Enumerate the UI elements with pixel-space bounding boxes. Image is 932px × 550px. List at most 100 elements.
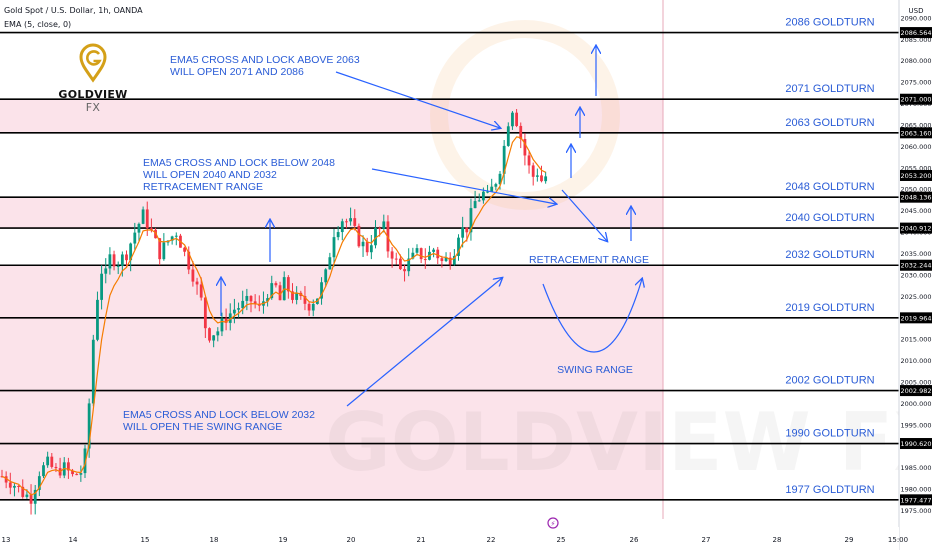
price-tick-label: 2045.000 (900, 207, 931, 215)
candle-down (419, 248, 423, 260)
candle-down (390, 251, 394, 259)
price-tag-box (900, 127, 932, 139)
candle-down (519, 125, 523, 139)
candle-down (378, 228, 382, 230)
candle-down (249, 295, 253, 302)
candle-up (228, 313, 232, 323)
candle-up (137, 223, 141, 233)
candle-down (191, 269, 195, 282)
annotation-text: WILL OPEN 2071 AND 2086 (170, 66, 304, 78)
candle-down (274, 283, 278, 286)
candle-down (253, 301, 257, 305)
price-tag-label: 2002.982 (900, 387, 931, 395)
candle-down (183, 247, 186, 252)
time-tick-label: 27 (702, 536, 711, 544)
time-axis-background (0, 527, 899, 550)
candle-up (486, 191, 489, 193)
candle-up (96, 299, 99, 340)
candle-up (270, 283, 274, 299)
candle-up (477, 200, 481, 202)
price-tag-box (900, 385, 932, 397)
candle-down (291, 291, 294, 300)
candle-up (324, 269, 328, 283)
goldview-logo-text: GOLDVIEW FX (56, 88, 130, 114)
candle-up (361, 241, 365, 247)
candle-down (423, 259, 427, 261)
candle-up (311, 303, 315, 311)
pink-zone (0, 265, 663, 500)
goldturn-label: 1990 GOLDTURN (785, 428, 874, 440)
candle-up (340, 221, 344, 233)
price-tick-label: 2060.000 (900, 143, 931, 151)
candle-down (50, 456, 54, 467)
candle-down (307, 303, 311, 311)
candle-down (187, 251, 191, 270)
candle-up (452, 255, 456, 265)
candle-down (278, 285, 282, 301)
price-tick-label: 2000.000 (900, 400, 931, 408)
candle-down (531, 165, 535, 177)
price-tick-label: 2075.000 (900, 79, 931, 87)
candle-down (399, 258, 402, 270)
candle-up (91, 339, 95, 404)
time-tick-label: 19 (279, 536, 288, 544)
candle-up (544, 176, 548, 182)
annotation-text: WILL OPEN THE SWING RANGE (123, 421, 282, 433)
goldturn-label: 2019 GOLDTURN (785, 302, 874, 314)
annotation-text: EMA5 CROSS AND LOCK BELOW 2032 (123, 409, 315, 421)
goldturn-label: 2002 GOLDTURN (785, 375, 874, 387)
time-tick-label: 22 (487, 536, 496, 544)
candle-down (67, 462, 70, 471)
annotation-text: SWING RANGE (557, 364, 633, 376)
current-price-tag-label: 2053.200 (900, 172, 931, 180)
time-tick-label: 20 (347, 536, 356, 544)
candle-down (515, 112, 518, 126)
ema-indicator-legend[interactable]: EMA (5, close, 0) (4, 20, 72, 29)
price-tag-box (900, 438, 932, 450)
time-tick-label: 14 (69, 536, 78, 544)
candle-up (162, 242, 166, 260)
time-tick-label: 26 (630, 536, 639, 544)
candle-down (8, 482, 12, 488)
candle-up (83, 448, 87, 474)
candle-up (461, 227, 465, 238)
candle-up (432, 249, 435, 252)
candle-down (208, 328, 211, 341)
candle-down (195, 281, 199, 285)
candle-up (374, 228, 377, 246)
annotation-text: RETRACEMENT RANGE (529, 254, 649, 266)
goldturn-levels-layer: 2086 GOLDTURN 2071 GOLDTURN 2063 GOLDTURN 2… (0, 17, 899, 501)
goldturn-label: 2071 GOLDTURN (785, 83, 874, 95)
candle-up (266, 298, 269, 302)
price-tag-label: 2032.244 (900, 262, 931, 270)
logo-name: GOLDVIEW (58, 88, 128, 101)
candle-up (174, 235, 178, 237)
candle-up (349, 218, 352, 222)
candle-up (104, 268, 108, 274)
candle-up (141, 209, 145, 224)
price-tag-label: 2040.912 (900, 225, 931, 233)
time-tick-label: 28 (773, 536, 782, 544)
candle-down (448, 257, 452, 265)
candle-down (436, 249, 440, 259)
candle-up (407, 258, 411, 272)
price-tag-label: 2071.000 (900, 96, 931, 104)
retracement-arrow (561, 189, 607, 241)
watermark-layer: GOLDVIEW FX (325, 20, 932, 489)
ema5-line (1, 136, 546, 496)
arrows-layer (221, 46, 642, 407)
time-tick-label: 15:00 (888, 536, 908, 544)
candle-down (345, 221, 348, 223)
candle-up (245, 295, 249, 301)
candle-up (33, 489, 37, 504)
price-tag-label: 2019.964 (900, 314, 931, 322)
price-tag-label: 1977.477 (900, 496, 931, 504)
candle-up (108, 254, 112, 269)
candle-down (403, 269, 406, 272)
annotation-pointer-arrow (346, 278, 502, 407)
candle-up (332, 237, 336, 258)
price-tag-box (900, 494, 932, 506)
goldturn-label: 1977 GOLDTURN (785, 484, 874, 496)
